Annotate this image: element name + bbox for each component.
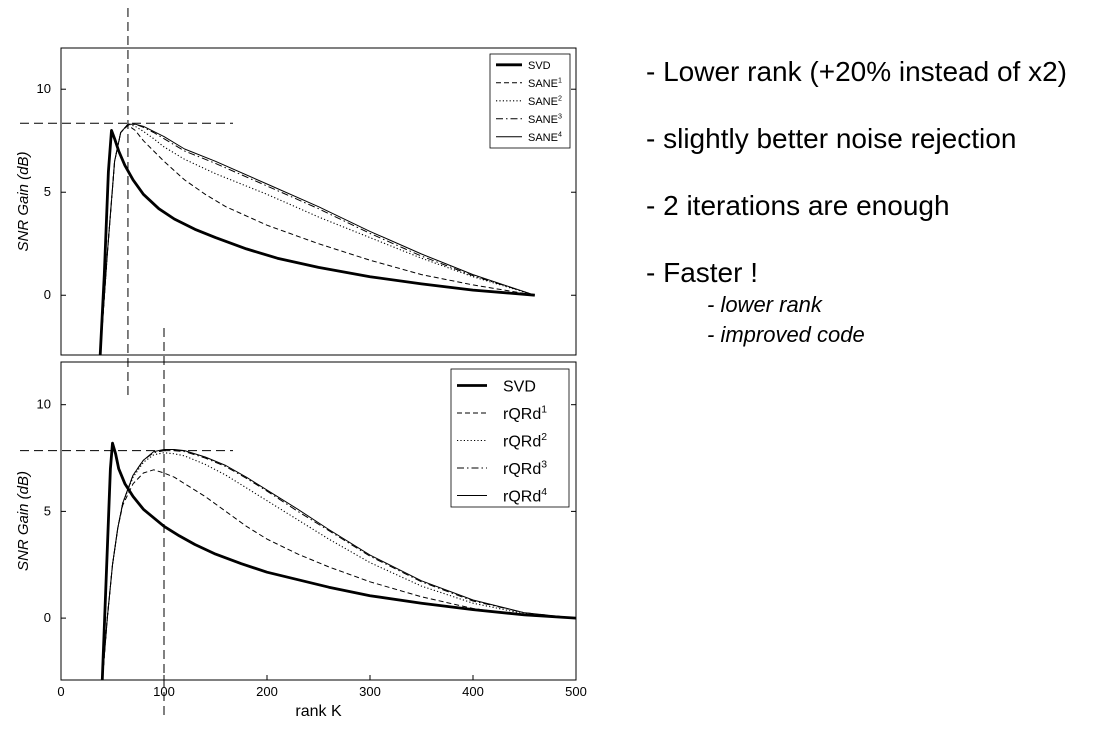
y-tick-label: 10 — [37, 397, 51, 412]
legend-label: rQRd3 — [503, 460, 547, 478]
x-tick-label: 300 — [359, 684, 381, 699]
legend-label: SANE4 — [528, 131, 562, 144]
y-axis-label: SNR Gain (dB) — [15, 151, 32, 251]
y-tick-label: 10 — [37, 81, 51, 96]
plot-frame — [60, 361, 577, 681]
bullet-faster: - Faster ! — [646, 257, 759, 288]
series-line-rqrd4 — [101, 449, 576, 680]
bullet-iterations: - 2 iterations are enough — [646, 190, 950, 221]
series-line-sane2 — [99, 123, 535, 355]
legend-label: rQRd1 — [503, 405, 547, 423]
sub-bullet-lower-rank: - lower rank — [707, 292, 822, 317]
series-line-sane1 — [99, 124, 535, 355]
series-line-svd — [98, 129, 535, 355]
y-tick-label: 5 — [44, 184, 51, 199]
bullet-noise-rejection: - slightly better noise rejection — [646, 123, 1017, 154]
y-tick-label: 5 — [44, 503, 51, 518]
bullet-list: - Lower rank (+20% instead of x2) - slig… — [646, 55, 1067, 350]
x-tick-label: 400 — [462, 684, 484, 699]
bullet-lower-rank: - Lower rank (+20% instead of x2) — [646, 56, 1067, 87]
legend-label: rQRd4 — [503, 487, 547, 505]
sub-bullet-improved-code: - improved code — [707, 322, 865, 347]
legend-label: SANE2 — [528, 95, 562, 108]
x-axis-label: rank K — [295, 703, 342, 720]
legend-box — [450, 368, 570, 508]
legend-label: SVD — [503, 379, 536, 396]
reference-lines — [20, 8, 233, 716]
top-chart: 0 5 10 SNR Gain (dB) SVD SANE1 SANE2 SANE3 SANE4 — [15, 47, 577, 356]
legend-label: rQRd2 — [503, 432, 547, 450]
y-tick-label: 0 — [44, 287, 51, 302]
series-line-sane3 — [99, 123, 535, 355]
legend-label: SANE3 — [528, 113, 562, 126]
x-tick-label: 500 — [565, 684, 587, 699]
series-line-sane4 — [99, 123, 535, 355]
series-line-rqrd1 — [101, 469, 576, 680]
plot-frame — [60, 47, 577, 356]
x-tick-label: 200 — [256, 684, 278, 699]
x-tick-label: 0 — [57, 684, 64, 699]
y-tick-label: 0 — [44, 610, 51, 625]
legend-label: SVD — [528, 60, 551, 72]
y-axis-label: SNR Gain (dB) — [15, 471, 32, 571]
series-line-svd — [100, 441, 576, 680]
legend-label: SANE1 — [528, 77, 562, 90]
x-tick-label: 100 — [153, 684, 175, 699]
